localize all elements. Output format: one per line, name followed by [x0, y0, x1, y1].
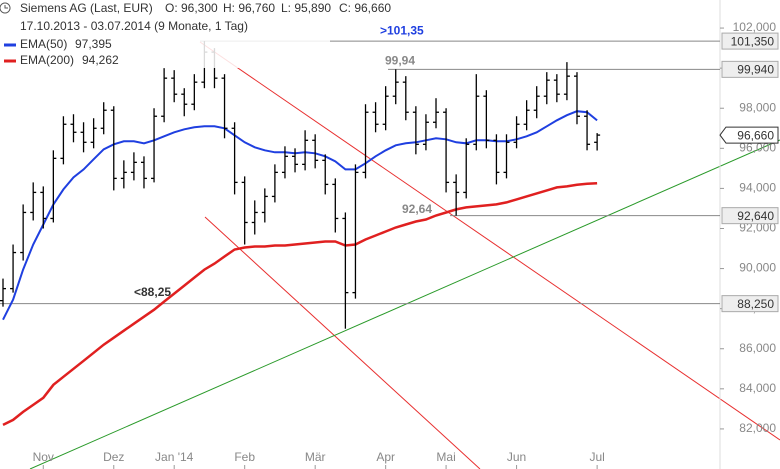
annotation: 99,94 — [385, 54, 415, 68]
legend-value: 94,262 — [82, 53, 119, 67]
x-tick-label: Feb — [234, 450, 255, 464]
y-tick-label: 84,000 — [739, 381, 776, 395]
ema-line — [2, 110, 598, 321]
x-tick-label: Jul — [589, 450, 604, 464]
trend-line — [204, 216, 481, 469]
annotation: <88,25 — [134, 285, 171, 299]
level-box — [721, 60, 779, 78]
quote-value: C: 96,660 — [339, 1, 391, 15]
level-box — [721, 32, 779, 50]
legend-label: EMA(50) — [20, 37, 67, 51]
level-box — [721, 295, 779, 313]
annotation: >101,35 — [380, 23, 424, 37]
level-box — [721, 207, 779, 225]
ohlc-bars — [0, 41, 601, 329]
last-price-label: 96,660 — [737, 128, 774, 142]
header-bg — [0, 0, 330, 68]
legend-label: EMA(200) — [20, 53, 74, 67]
y-tick-label: 82,000 — [739, 421, 776, 435]
level-label: 101,350 — [731, 34, 775, 48]
y-tick-label: 102,000 — [733, 20, 777, 34]
x-tick-label: Dez — [103, 450, 124, 464]
level-label: 99,940 — [737, 63, 774, 77]
chart-title: Siemens AG (Last, EUR) — [20, 1, 153, 15]
level-label: 92,640 — [737, 209, 774, 223]
legend-value: 97,395 — [75, 37, 112, 51]
y-tick-label: 86,000 — [739, 341, 776, 355]
x-tick-label: Jan '14 — [155, 450, 194, 464]
quote-value: O: 96,300 — [165, 1, 218, 15]
y-tick-label: 90,000 — [739, 261, 776, 275]
y-tick-label: 94,000 — [739, 181, 776, 195]
trend-line — [29, 139, 780, 469]
x-tick-label: Jun — [507, 450, 526, 464]
x-tick-label: Nov — [33, 450, 54, 464]
clock-icon — [0, 2, 11, 14]
y-tick-label: 98,000 — [739, 100, 776, 114]
trend-lines — [29, 41, 780, 469]
ema-line — [2, 181, 598, 427]
y-tick-label: 96,000 — [739, 140, 776, 154]
last-price-box — [719, 126, 779, 144]
level-label: 88,250 — [737, 297, 774, 311]
quote-value: L: 95,890 — [281, 1, 331, 15]
quote-value: H: 96,760 — [223, 1, 275, 15]
x-tick-label: Apr — [376, 450, 395, 464]
x-tick-label: Mai — [436, 450, 455, 464]
annotation: 92,64 — [402, 202, 432, 216]
x-tick-label: Mär — [305, 450, 326, 464]
trend-line — [199, 41, 780, 441]
subtitle: 17.10.2013 - 03.07.2014 (9 Monate, 1 Tag… — [20, 19, 248, 33]
